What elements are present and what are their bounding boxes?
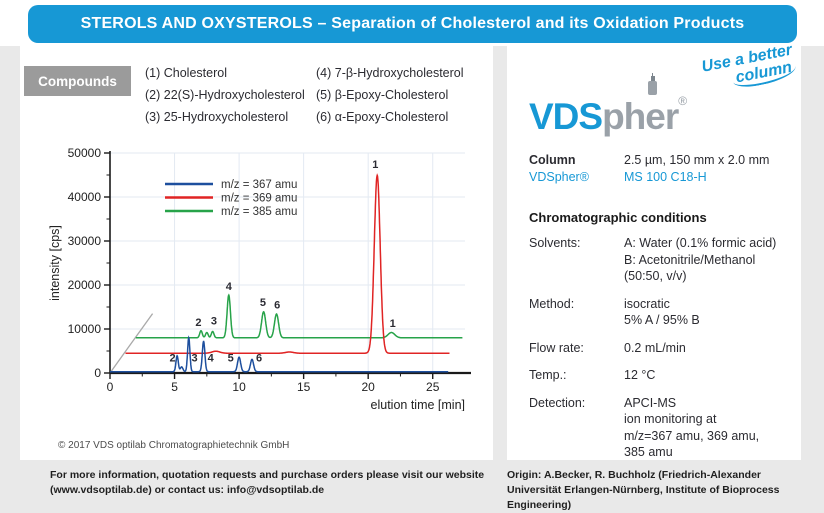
svg-text:4: 4 <box>226 281 233 293</box>
compound-item: (4) 7-β-Hydroxycholesterol <box>316 66 464 80</box>
svg-text:3: 3 <box>191 353 197 365</box>
condition-label: Method: <box>529 296 575 311</box>
svg-text:m/z = 385 amu: m/z = 385 amu <box>221 206 297 218</box>
svg-text:m/z = 369 amu: m/z = 369 amu <box>221 193 297 205</box>
hplc-column-icon <box>648 73 657 95</box>
svg-text:m/z = 367 amu: m/z = 367 amu <box>221 179 297 191</box>
svg-text:40000: 40000 <box>68 190 102 204</box>
condition-row: Temp.: 12 °C <box>529 367 787 384</box>
column-info-value: MS 100 C18-H <box>624 170 707 184</box>
column-info-block: Column 2.5 µm, 150 mm x 2.0 mm VDSpher® MS … <box>529 152 787 472</box>
copyright-text: © 2017 VDS optilab Chromatographietechni… <box>58 440 290 451</box>
compound-item: (1) Cholesterol <box>145 66 227 80</box>
svg-text:1: 1 <box>390 318 396 330</box>
column-info-label: Column <box>529 153 576 167</box>
compound-item: (5) β-Epoxy-Cholesterol <box>316 88 449 102</box>
gradient-ramp-line <box>109 313 154 374</box>
svg-text:6: 6 <box>256 353 262 365</box>
svg-text:25: 25 <box>426 380 440 394</box>
svg-text:10000: 10000 <box>68 322 102 336</box>
svg-text:intensity [cps]: intensity [cps] <box>48 225 62 301</box>
svg-text:0: 0 <box>94 366 101 380</box>
condition-value: A: Water (0.1% formic acid) B: Acetonitri… <box>624 236 777 283</box>
svg-text:15: 15 <box>297 380 311 394</box>
column-info-value: 2.5 µm, 150 mm x 2.0 mm <box>624 153 770 167</box>
condition-value: APCI-MS ion monitoring at m/z=367 amu, 369… <box>624 395 760 460</box>
condition-value: 0.2 mL/min <box>624 340 686 355</box>
footer-origin-text: Origin: A.Becker, R. Buchholz (Friedrich… <box>507 469 780 511</box>
trace-367 <box>110 335 449 373</box>
compounds-badge-label: Compounds <box>38 73 117 89</box>
peak-number-labels: 2 3 4 5 62 345 611 <box>170 159 396 365</box>
registered-mark: ® <box>678 94 688 108</box>
title-banner: STEROLS AND OXYSTEROLS – Separation of C… <box>28 5 797 43</box>
conditions-heading: Chromatographic conditions <box>529 210 707 225</box>
svg-text:20000: 20000 <box>68 278 102 292</box>
compound-item: (6) α-Epoxy-Cholesterol <box>316 110 449 124</box>
condition-value: 12 °C <box>624 368 656 382</box>
condition-row: Detection: APCI-MS ion monitoring at m/z=36… <box>529 395 787 461</box>
condition-label: Flow rate: <box>529 340 584 355</box>
compound-item: (2) 22(S)-Hydroxycholesterol <box>145 88 305 102</box>
trace-369 <box>125 173 450 354</box>
compounds-badge: Compounds <box>24 66 131 96</box>
chromatogram-chart: 0 5 10 15 20 2501000020000300004000050000elut… <box>48 146 471 412</box>
svg-text:3: 3 <box>211 316 217 328</box>
compound-list-col2: (4) 7-β-Hydroxycholesterol (5) β-Epoxy-Ch… <box>316 62 464 128</box>
chromatogram-traces <box>110 173 463 373</box>
compound-item: (3) 25-Hydroxycholesterol <box>145 110 289 124</box>
column-info-row: VDSpher® MS 100 C18-H <box>529 169 787 186</box>
svg-text:2: 2 <box>170 353 176 365</box>
column-info-rows: Column 2.5 µm, 150 mm x 2.0 mm VDSpher® MS … <box>529 152 787 186</box>
condition-label: Solvents: <box>529 236 581 250</box>
chart-axis-labels: 0 5 10 15 20 2501000020000300004000050000elut… <box>48 146 465 412</box>
svg-text:20: 20 <box>362 380 376 394</box>
svg-text:5: 5 <box>228 353 234 365</box>
condition-row: Method: isocratic 5% A / 95% B <box>529 296 787 329</box>
svg-text:30000: 30000 <box>68 234 102 248</box>
svg-text:elution time [min]: elution time [min] <box>371 398 465 411</box>
chromatogram-chart-wrap: 0 5 10 15 20 25 0 10000 20000 30000 40000 50000 elut… <box>45 145 490 412</box>
logo-text-pher: pher <box>602 96 679 137</box>
svg-text:2: 2 <box>195 317 201 329</box>
chart-axes <box>104 151 471 379</box>
svg-text:50000: 50000 <box>68 146 102 160</box>
conditions-card: Use a better column VDSpher® Column 2.5 µ… <box>507 42 801 460</box>
svg-text:4: 4 <box>208 353 215 365</box>
compound-list-col1: (1) Cholesterol (2) 22(S)-Hydroxycholeste… <box>145 62 305 128</box>
column-info-row: Column 2.5 µm, 150 mm x 2.0 mm <box>529 152 787 169</box>
svg-text:0: 0 <box>107 380 114 394</box>
svg-text:5: 5 <box>171 380 178 394</box>
page-title: STEROLS AND OXYSTEROLS – Separation of C… <box>80 15 745 32</box>
column-info-label: VDSpher® <box>529 170 589 184</box>
condition-label: Temp.: <box>529 368 567 382</box>
footer-contact-text: For more information, quotation requests… <box>50 469 485 496</box>
chromatogram-card: Compounds (1) Cholesterol (2) 22(S)-Hydro… <box>20 46 493 460</box>
svg-text:6: 6 <box>274 299 280 311</box>
brand-tagline: Use a better column <box>701 42 798 96</box>
trace-385 <box>135 293 463 339</box>
logo-text-vds: VDS <box>529 96 603 137</box>
condition-row: Solvents: A: Water (0.1% formic acid) B: A… <box>529 235 787 285</box>
condition-row: Flow rate: 0.2 mL/min <box>529 340 787 357</box>
svg-text:10: 10 <box>232 380 246 394</box>
svg-text:1: 1 <box>372 159 378 171</box>
vdspher-logo: VDSpher® <box>529 73 688 138</box>
svg-text:5: 5 <box>260 297 266 309</box>
conditions-rows: Solvents: A: Water (0.1% formic acid) B: A… <box>529 235 787 461</box>
condition-label: Detection: <box>529 395 586 410</box>
condition-value: isocratic 5% A / 95% B <box>624 296 700 328</box>
